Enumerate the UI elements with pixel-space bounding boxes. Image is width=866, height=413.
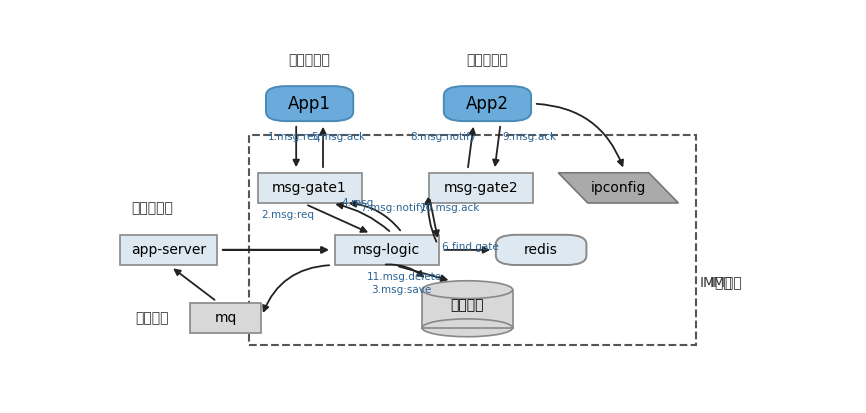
Text: msg-logic: msg-logic xyxy=(353,243,420,257)
Text: 业务客户端: 业务客户端 xyxy=(288,54,331,68)
FancyBboxPatch shape xyxy=(266,86,353,121)
Text: 业务服务端: 业务服务端 xyxy=(131,202,173,216)
Polygon shape xyxy=(559,173,678,203)
Text: IM系统: IM系统 xyxy=(709,275,742,289)
Text: app-server: app-server xyxy=(131,243,206,257)
Text: 4.msg: 4.msg xyxy=(341,198,373,208)
Text: 7.msg:notify: 7.msg:notify xyxy=(360,203,426,213)
Text: 8.msg:notify: 8.msg:notify xyxy=(410,132,476,142)
Text: ipconfig: ipconfig xyxy=(591,181,646,195)
Text: 11.msg.delete: 11.msg.delete xyxy=(366,272,442,282)
FancyBboxPatch shape xyxy=(335,235,439,265)
FancyBboxPatch shape xyxy=(443,86,531,121)
Text: 2.msg:req: 2.msg:req xyxy=(262,210,314,220)
Text: mq: mq xyxy=(215,311,237,325)
Text: App1: App1 xyxy=(288,95,331,113)
Text: 9.msg:ack: 9.msg:ack xyxy=(502,132,556,142)
Ellipse shape xyxy=(422,319,513,337)
Text: App2: App2 xyxy=(466,95,509,113)
FancyBboxPatch shape xyxy=(429,173,533,203)
Text: 10.msg.ack: 10.msg.ack xyxy=(420,203,480,213)
FancyBboxPatch shape xyxy=(120,235,217,265)
Ellipse shape xyxy=(422,281,513,299)
Text: 5.msg:ack: 5.msg:ack xyxy=(311,132,365,142)
FancyBboxPatch shape xyxy=(496,235,586,265)
FancyBboxPatch shape xyxy=(257,173,362,203)
Text: IM系统: IM系统 xyxy=(699,275,732,289)
Text: 业务客户端: 业务客户端 xyxy=(467,54,508,68)
Text: 消息总线: 消息总线 xyxy=(135,311,169,325)
Text: 3.msg:save: 3.msg:save xyxy=(372,285,431,294)
FancyBboxPatch shape xyxy=(191,303,261,333)
Text: msg-gate2: msg-gate2 xyxy=(443,181,518,195)
Text: 1.msg:req: 1.msg:req xyxy=(268,132,320,142)
Text: redis: redis xyxy=(524,243,558,257)
Text: 6.find gate: 6.find gate xyxy=(442,242,499,252)
Text: msg-gate1: msg-gate1 xyxy=(272,181,347,195)
FancyBboxPatch shape xyxy=(422,290,513,328)
Text: 离线消息: 离线消息 xyxy=(450,299,484,313)
